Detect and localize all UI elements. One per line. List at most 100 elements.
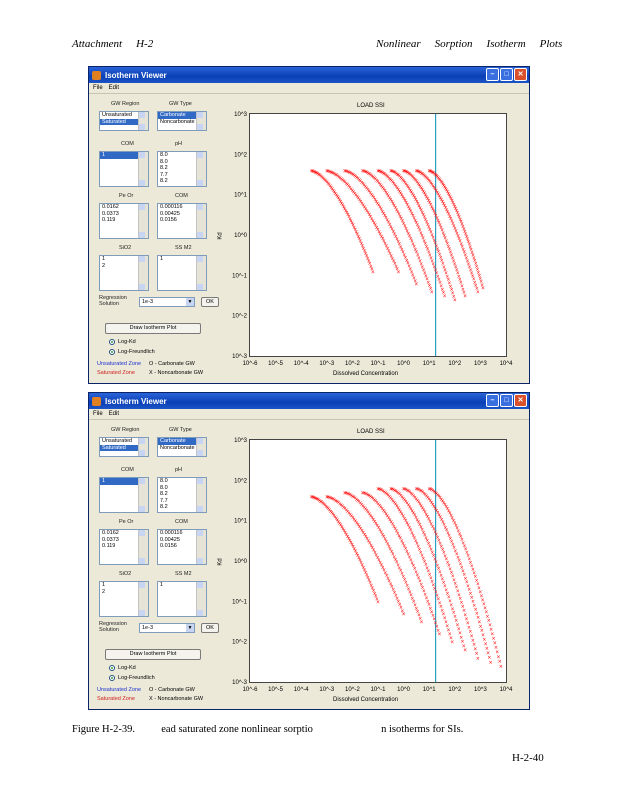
scrollbar[interactable] [196,438,206,456]
scrollbar[interactable] [196,582,206,616]
scrollbar[interactable] [196,112,206,130]
scrollbar[interactable] [196,478,206,512]
ss-listbox[interactable]: 1 [157,581,207,617]
list-item[interactable]: Carbonate [158,112,206,119]
data-point: × [453,298,457,304]
list-item[interactable]: Unsaturated [102,112,132,118]
list-item[interactable]: 0.00425 [160,536,180,543]
list-item[interactable]: 8.2 [160,178,168,184]
minimize-icon[interactable]: – [486,68,499,81]
data-point: × [403,223,407,229]
ph-listbox[interactable]: 8.0 8.0 8.2 7.7 8.2 [157,477,207,513]
list-item[interactable]: Noncarbonate [160,444,195,451]
list-item[interactable]: 1 [160,582,164,588]
gw-region-listbox[interactable]: Unsaturated Saturated [99,111,149,131]
list-item[interactable]: Unsaturated [102,438,132,444]
gw-region-listbox[interactable]: Unsaturated Saturated [99,437,149,457]
menu-file[interactable]: File [93,85,103,91]
list-item[interactable]: Saturated [100,118,148,125]
list-item[interactable]: 0.000116 [160,530,183,536]
scrollbar[interactable] [138,478,148,512]
list-item[interactable]: 1 [102,256,106,262]
concentration-dropdown[interactable]: 1e-3 ▼ [139,297,195,307]
gw-type-listbox[interactable]: Carbonate Noncarbonate [157,111,207,131]
list-item[interactable]: 8.2 [160,504,168,510]
title-bar[interactable]: Isotherm Viewer – □ ✕ [89,67,529,83]
list-item[interactable]: 1 [160,256,164,262]
list-item[interactable]: 0.119 [102,543,116,549]
list-item[interactable]: 0.0162 [102,530,119,536]
list-item[interactable]: 0.0373 [102,536,119,543]
list-item[interactable]: 8.0 [160,152,168,158]
gw-type-listbox[interactable]: Carbonate Noncarbonate [157,437,207,457]
com2-listbox[interactable]: 0.000116 0.00425 0.0156 [157,203,207,239]
list-item[interactable]: 8.2 [160,491,168,497]
ph-listbox[interactable]: 8.0 8.0 8.2 7.7 8.2 [157,151,207,187]
maximize-icon[interactable]: □ [500,394,513,407]
list-item[interactable]: 0.0156 [160,543,177,549]
scrollbar[interactable] [138,530,148,564]
scrollbar[interactable] [138,438,148,456]
data-point: × [325,168,329,174]
radio-log-kd[interactable]: Log-Kd [109,665,136,671]
list-item[interactable]: 7.7 [160,497,168,504]
window-controls: – □ ✕ [486,394,527,407]
data-point: × [430,487,434,493]
maximize-icon[interactable]: □ [500,68,513,81]
list-item[interactable]: 0.0373 [102,210,119,217]
scrollbar[interactable] [138,152,148,186]
list-item[interactable]: 1 [100,152,148,159]
plot-area[interactable]: 10^-6 10^-5 10^-4 10^-3 10^-2 10^-1 10^0 10^1 10… [232,438,513,693]
ok-button[interactable]: OK [201,297,219,307]
close-icon[interactable]: ✕ [514,68,527,81]
scrollbar[interactable] [196,152,206,186]
list-item[interactable]: 2 [102,262,106,269]
radio-log-freundlich[interactable]: Log-Freundlich [109,349,155,355]
list-item[interactable]: 0.000116 [160,204,183,210]
menu-edit[interactable]: Edit [108,85,120,91]
list-item[interactable]: Saturated [100,444,148,451]
scrollbar[interactable] [138,112,148,130]
list-item[interactable]: 8.0 [160,158,168,165]
list-item[interactable]: 0.119 [102,217,116,223]
concentration-dropdown[interactable]: 1e-3 ▼ [139,623,195,633]
com2-listbox[interactable]: 0.000116 0.00425 0.0156 [157,529,207,565]
pe-listbox[interactable]: 0.0162 0.0373 0.119 [99,203,149,239]
ss-listbox[interactable]: 1 [157,255,207,291]
list-item[interactable]: 0.0156 [160,217,177,223]
radio-log-freundlich[interactable]: Log-Freundlich [109,675,155,681]
menu-edit[interactable]: Edit [108,411,120,417]
list-item[interactable]: 2 [102,588,106,595]
list-item[interactable]: 1 [100,478,148,485]
scrollbar[interactable] [138,204,148,238]
scrollbar[interactable] [138,256,148,290]
data-point: × [348,538,352,544]
scrollbar[interactable] [138,582,148,616]
scrollbar[interactable] [196,204,206,238]
scrollbar[interactable] [196,256,206,290]
list-item[interactable]: 7.7 [160,171,168,178]
list-item[interactable]: 1 [102,582,106,588]
list-item[interactable]: Noncarbonate [160,118,195,125]
com-listbox[interactable]: 1 [99,151,149,187]
list-item[interactable]: 0.00425 [160,210,180,217]
list-item[interactable]: 8.2 [160,165,168,171]
title-bar[interactable]: Isotherm Viewer – □ ✕ [89,393,529,409]
pe-listbox[interactable]: 0.0162 0.0373 0.119 [99,529,149,565]
menu-file[interactable]: File [93,411,103,417]
com-listbox[interactable]: 1 [99,477,149,513]
list-item[interactable]: 8.0 [160,478,168,484]
minimize-icon[interactable]: – [486,394,499,407]
list-item[interactable]: Carbonate [158,438,206,445]
ok-button[interactable]: OK [201,623,219,633]
list-item[interactable]: 8.0 [160,484,168,491]
draw-plot-button[interactable]: Draw Isotherm Plot [105,323,201,334]
close-icon[interactable]: ✕ [514,394,527,407]
list-item[interactable]: 0.0162 [102,204,119,210]
scrollbar[interactable] [196,530,206,564]
radio-log-kd[interactable]: Log-Kd [109,339,136,345]
draw-plot-button[interactable]: Draw Isotherm Plot [105,649,201,660]
plot-area[interactable]: 10^-6 10^-5 10^-4 10^-3 10^-2 10^-1 10^0 10^1 10… [232,112,513,367]
